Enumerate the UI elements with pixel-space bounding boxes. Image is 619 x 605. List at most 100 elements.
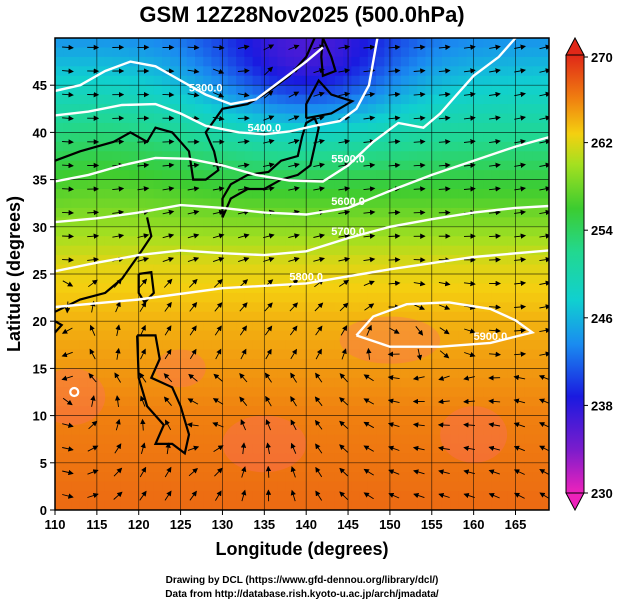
field-cell [260,66,270,77]
contour-label: 5700.0 [331,226,365,238]
field-cell [384,141,394,152]
field-cell [178,47,188,58]
field-cell [376,94,385,105]
field-cell [293,141,303,152]
field-cell [170,377,180,388]
field-cell [359,434,369,445]
field-cell [540,189,549,200]
streamline-arrow [290,442,297,454]
field-cell [79,330,89,341]
field-cell [507,179,517,190]
contour-label: 5500.0 [331,153,365,165]
field-cell [285,368,295,379]
field-cell [458,189,468,200]
field-cell [499,207,509,218]
field-cell [170,75,180,86]
field-cell [384,217,394,228]
field-cell [326,292,336,303]
field-cell [104,406,114,417]
field-cell [211,292,221,303]
field-cell [532,387,542,398]
field-cell [491,321,501,332]
field-cell [194,207,204,218]
field-cell [367,340,377,351]
field-cell [417,415,427,426]
streamline-arrow [265,419,272,431]
field-cell [186,56,196,67]
field-cell [153,377,163,388]
field-cell [153,113,163,124]
field-cell [376,245,385,256]
field-cell [425,311,435,322]
field-cell [162,274,171,285]
field-cell [516,179,525,190]
streamline-arrow [212,44,225,51]
field-cell [252,292,262,303]
field-cell [145,255,155,266]
field-cell [71,104,81,115]
contour-line [55,135,549,224]
field-cell [367,387,377,398]
streamline-arrow [237,92,250,98]
field-cell [458,47,468,58]
field-cell [343,434,352,445]
field-cell [79,189,89,200]
field-cell [417,75,427,86]
field-cell [524,396,534,407]
field-cell [351,113,361,124]
field-cell [129,491,138,502]
field-cell [400,443,410,454]
field-cell [392,226,402,237]
streamline-arrow [438,115,451,121]
field-cell [376,472,385,483]
field-cell [186,292,196,303]
streamline-arrow [189,301,198,312]
field-cell [120,94,130,105]
field-cell [516,47,525,58]
field-cell [417,434,427,445]
field-cell [524,462,534,473]
field-cell [392,453,402,464]
streamline-arrow [239,396,248,406]
field-cell [219,236,229,247]
field-cell [277,491,287,502]
field-cell [376,387,385,398]
field-cell [326,75,336,86]
streamline-arrow [363,162,376,169]
streamline-arrow [112,233,125,239]
streamline-arrow [463,162,476,169]
field-cell [474,349,484,360]
streamline-arrow [438,492,450,499]
field-cell [376,415,385,426]
streamline-arrow [489,233,501,239]
field-cell [359,472,369,483]
field-cell [499,472,509,483]
streamline-arrow [438,280,451,287]
field-cell [186,434,196,445]
field-cell [162,198,171,209]
field-cell [343,425,352,436]
field-cell [79,434,89,445]
field-cell [310,66,320,77]
field-cell [260,151,270,162]
field-cell [277,387,287,398]
field-cell [516,472,525,483]
field-cell [516,104,525,115]
field-cell [524,85,534,96]
field-cell [285,151,295,162]
field-cell [433,141,443,152]
field-cell [277,274,287,285]
field-cell [260,47,270,58]
field-cell [252,368,262,379]
field-cell [400,462,410,473]
field-cell [269,377,278,388]
field-cell [293,198,303,209]
field-cell [203,321,213,332]
field-cell [277,160,287,171]
field-cell [326,330,336,341]
field-cell [359,358,369,369]
field-cell [227,56,237,67]
field-cell [277,151,287,162]
